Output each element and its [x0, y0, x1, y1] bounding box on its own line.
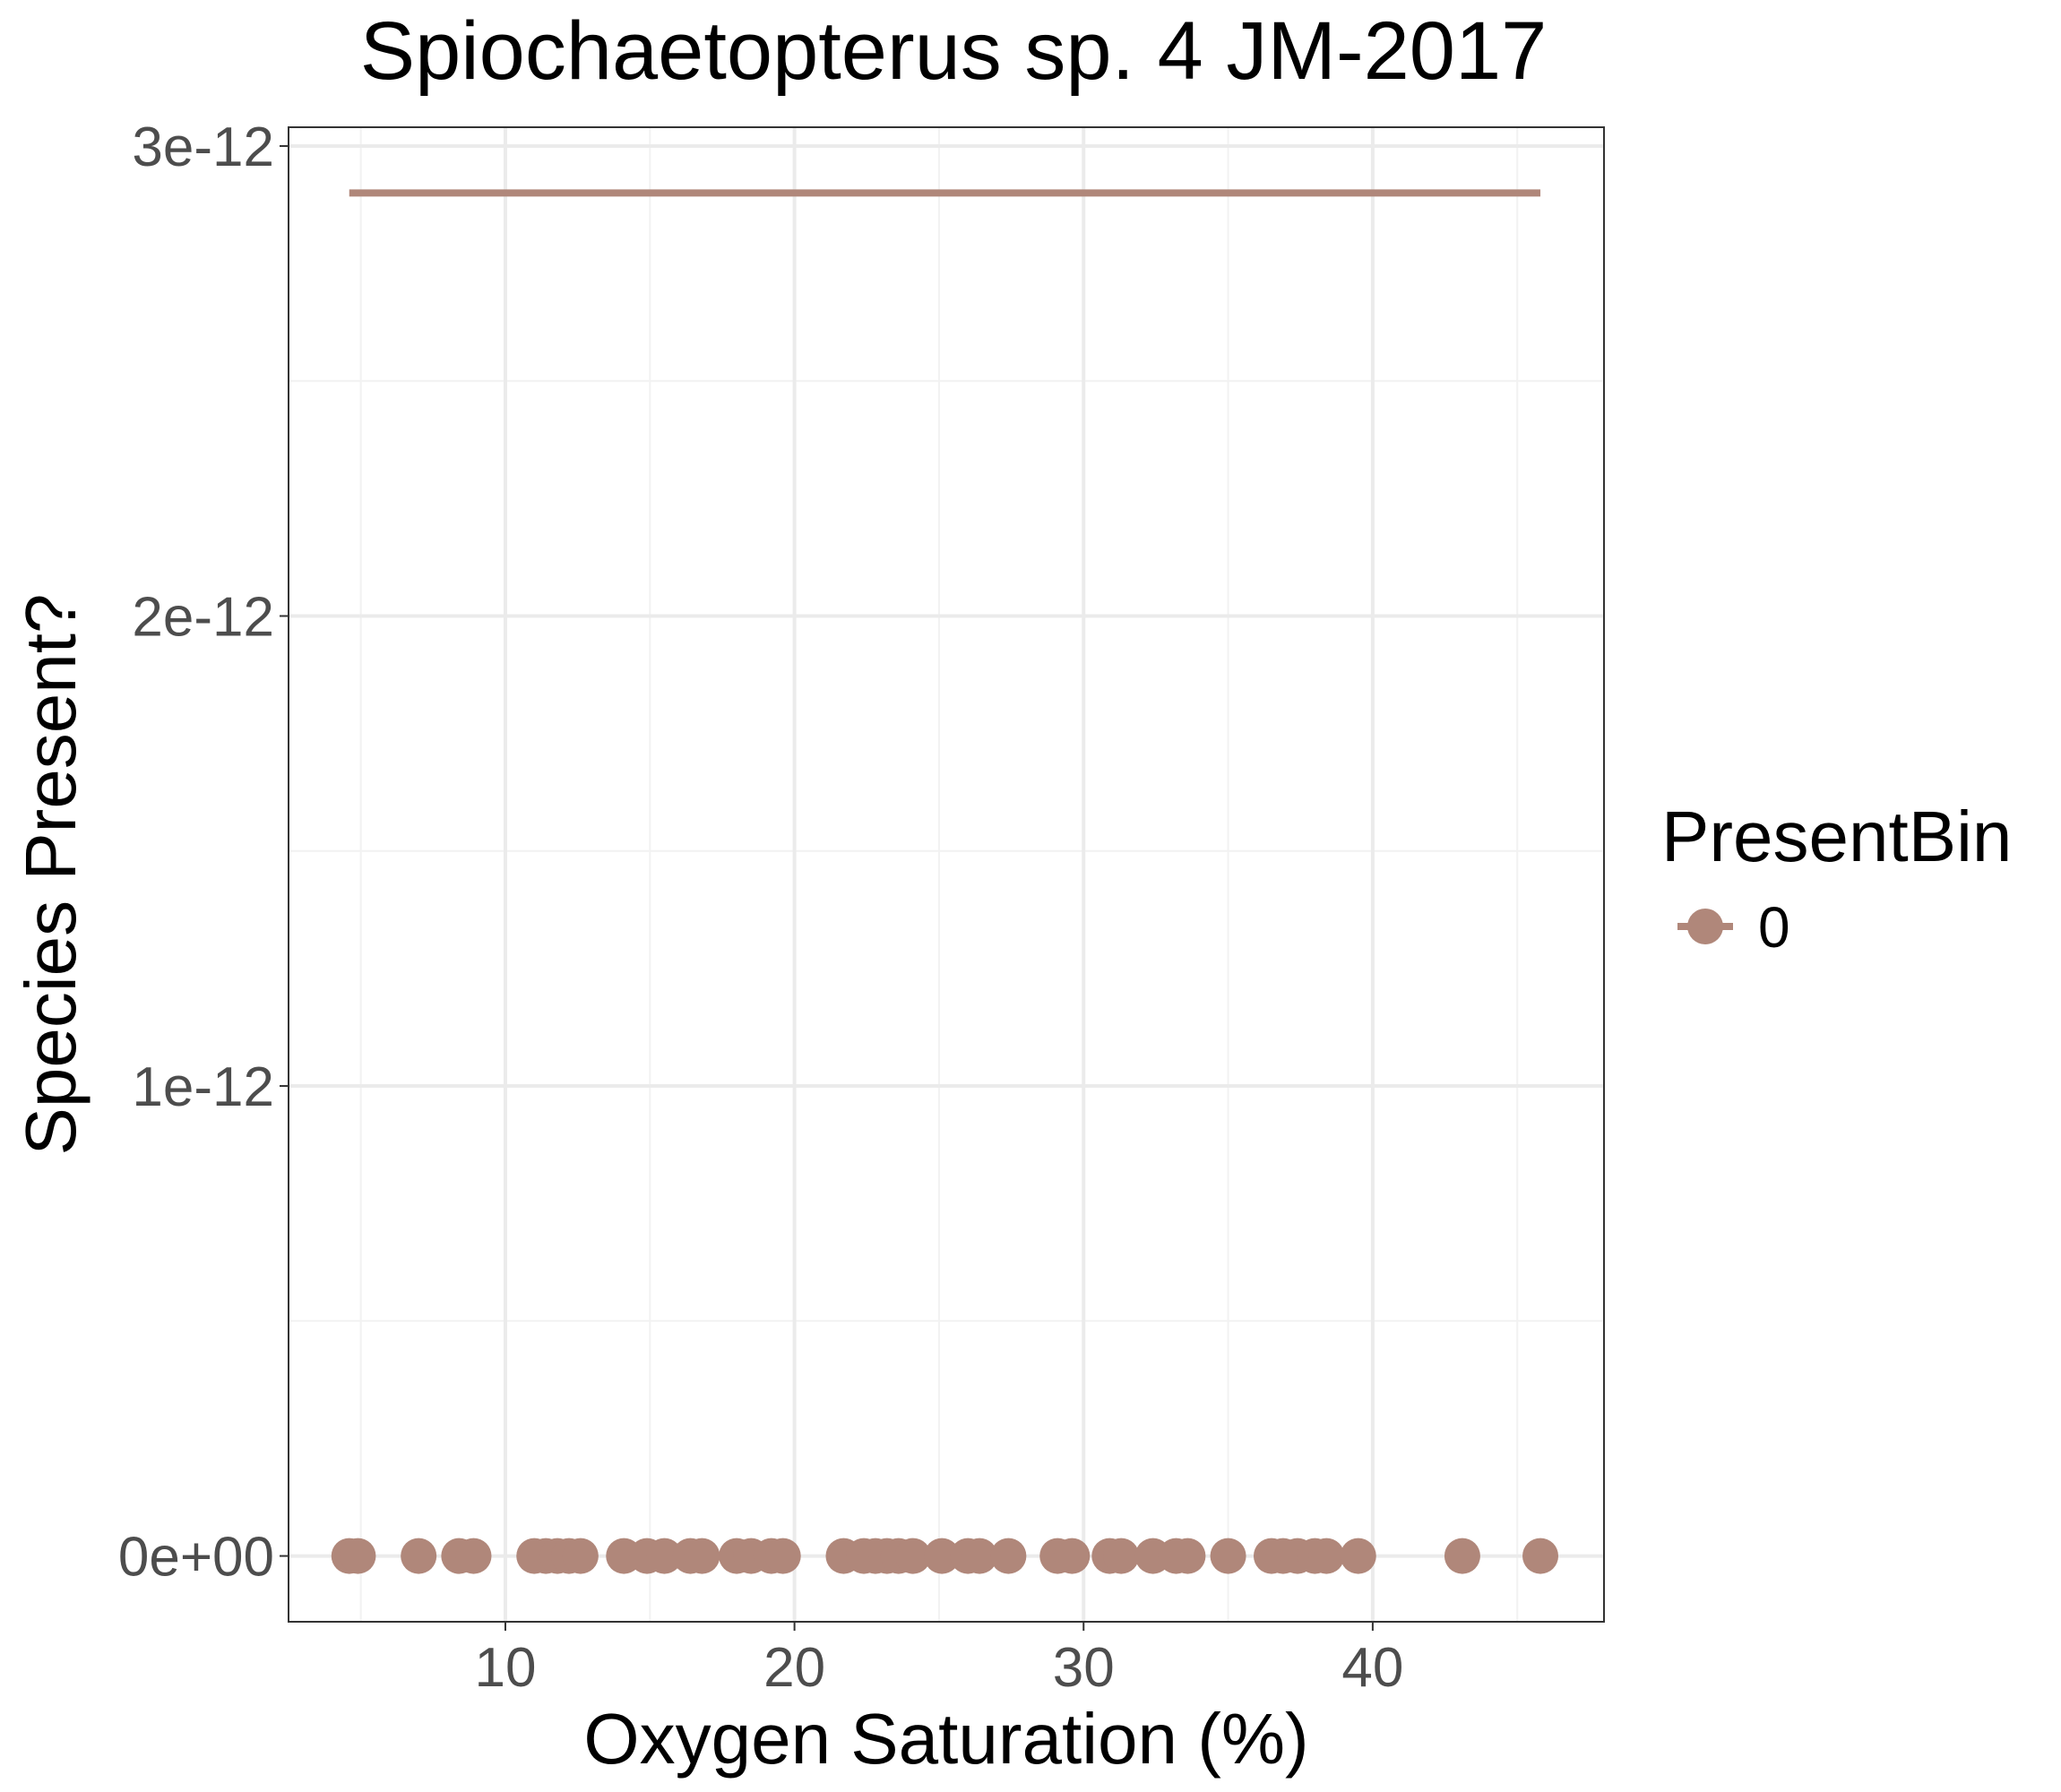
data-point — [1340, 1538, 1376, 1574]
data-point — [1308, 1538, 1345, 1574]
plot-panel — [289, 127, 1604, 1622]
data-point — [1444, 1538, 1480, 1574]
chart-title: Spiochaetopterus sp. 4 JM-2017 — [360, 5, 1548, 97]
data-point — [684, 1538, 720, 1574]
data-point — [962, 1538, 998, 1574]
plot-border — [288, 126, 1605, 1623]
x-axis-label: Oxygen Saturation (%) — [583, 1699, 1308, 1779]
x-tick-label: 20 — [763, 1637, 825, 1699]
y-axis-label: Species Present? — [11, 593, 91, 1155]
data-point — [990, 1538, 1027, 1574]
x-axis-ticks: 10 20 30 40 — [474, 1622, 1403, 1699]
data-point — [455, 1538, 492, 1574]
data-point — [1103, 1538, 1140, 1574]
legend-entries: 0 — [1677, 895, 1790, 960]
data-point — [401, 1538, 437, 1574]
data-point — [1054, 1538, 1091, 1574]
legend-title: PresentBin — [1661, 797, 2012, 876]
grid-lines — [289, 127, 1604, 1622]
data-point — [340, 1538, 376, 1574]
x-tick-label: 30 — [1053, 1637, 1115, 1699]
legend: PresentBin 0 — [1661, 797, 2012, 960]
data-points — [331, 1538, 1559, 1574]
x-tick-label: 10 — [474, 1637, 536, 1699]
y-tick-label: 3e-12 — [132, 116, 274, 178]
y-tick-label: 1e-12 — [132, 1056, 274, 1118]
data-point — [924, 1538, 961, 1574]
data-point — [1522, 1538, 1559, 1574]
y-tick-label: 0e+00 — [118, 1527, 274, 1589]
data-point — [562, 1538, 599, 1574]
y-tick-label: 2e-12 — [132, 587, 274, 649]
legend-key-point — [1687, 909, 1723, 944]
data-point — [646, 1538, 683, 1574]
x-tick-label: 40 — [1341, 1637, 1403, 1699]
data-point — [1210, 1538, 1246, 1574]
legend-label: 0 — [1758, 895, 1790, 960]
data-point — [764, 1538, 801, 1574]
data-point — [894, 1538, 931, 1574]
y-axis-ticks: 0e+00 1e-12 2e-12 3e-12 — [118, 116, 289, 1589]
data-point — [1169, 1538, 1206, 1574]
